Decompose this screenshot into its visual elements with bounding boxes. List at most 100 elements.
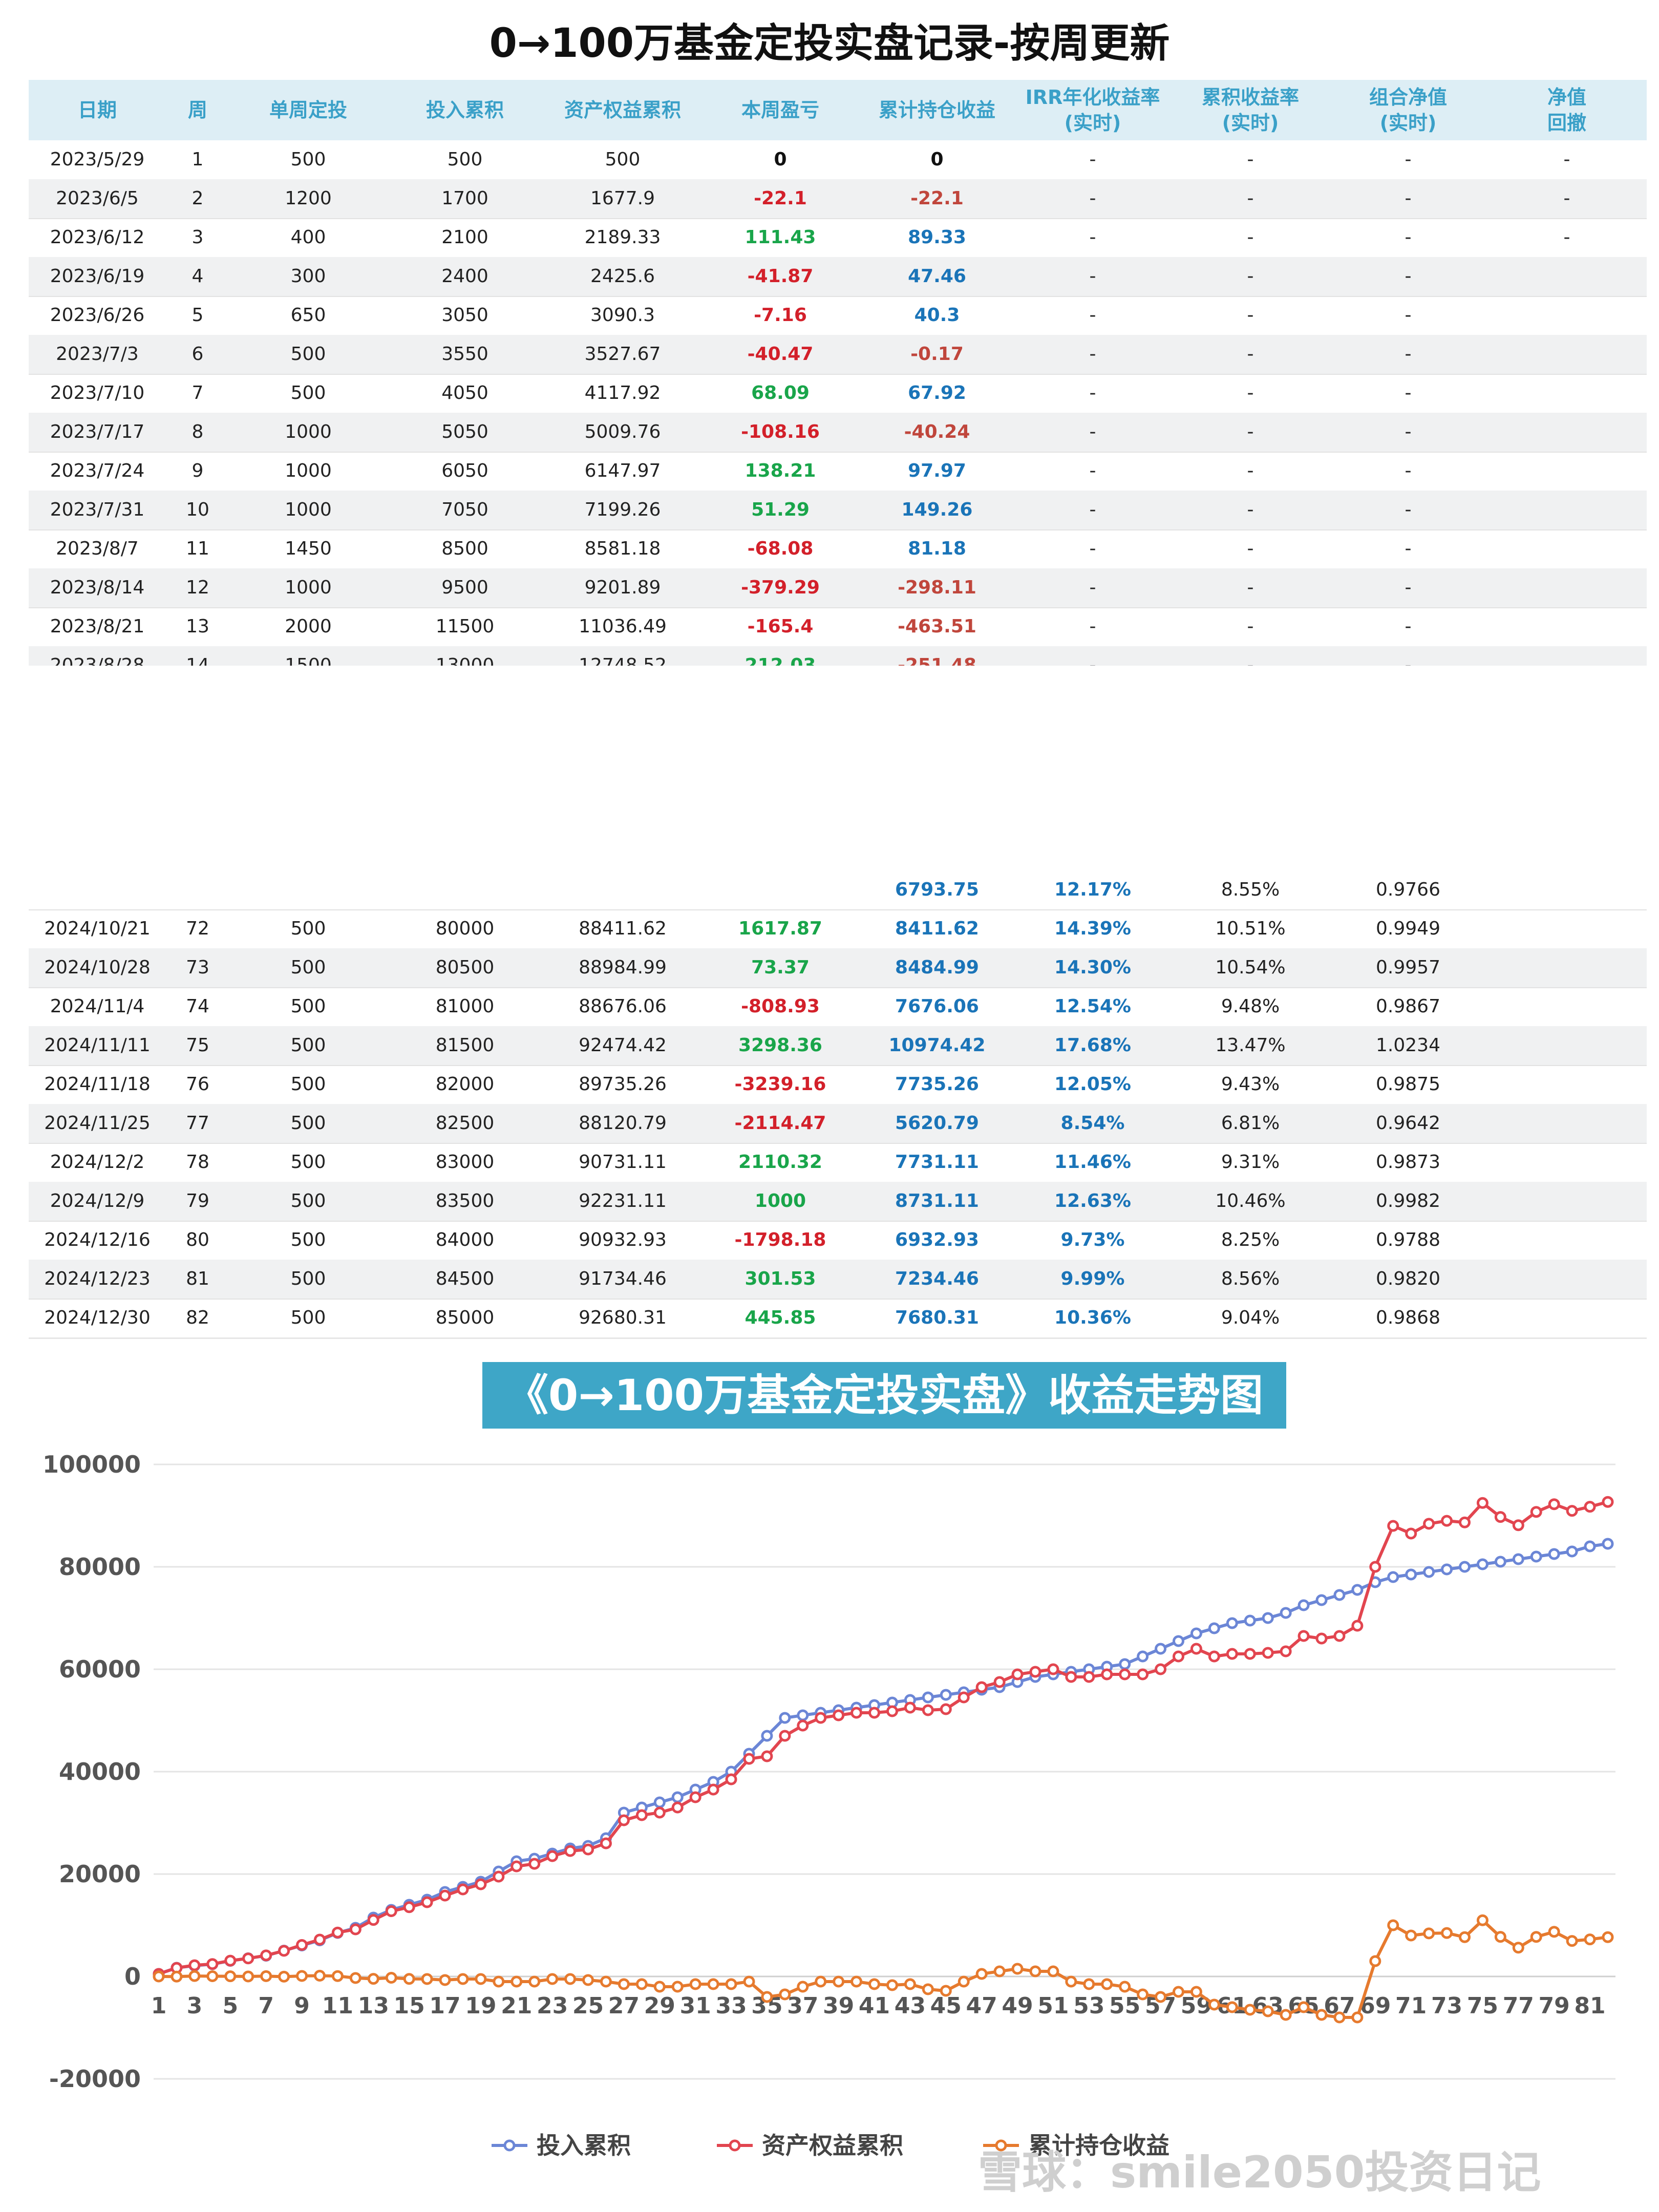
cell-date: 2024/12/16 <box>44 1229 151 1250</box>
header-date: 日期 <box>20 80 174 140</box>
cell-drawdown <box>1490 452 1644 491</box>
data-point-assets <box>1530 1506 1542 1518</box>
data-point-assets <box>1065 1671 1077 1683</box>
data-point-profit <box>1351 2011 1364 2024</box>
cell-week: 74 <box>186 996 209 1017</box>
cell-week-pnl: 68.09 <box>751 382 810 403</box>
cell-week-pnl: 2110.32 <box>738 1152 822 1173</box>
data-point-assets <box>761 1750 773 1762</box>
cell-cum-profit: -463.51 <box>898 616 976 637</box>
table-row: 2024/12/23 81 500 84500 91734.46 301.53 7234.4… <box>29 1260 1647 1300</box>
cell-week-pnl: -7.16 <box>754 305 807 326</box>
data-point-profit <box>1512 1942 1524 1954</box>
data-point-assets <box>975 1681 988 1693</box>
header-label: 累积收益率 <box>1201 86 1299 109</box>
cell-nav: - <box>1405 382 1412 403</box>
cell-week: 79 <box>186 1190 209 1211</box>
data-point-assets <box>224 1954 237 1967</box>
data-point-assets <box>1351 1620 1364 1632</box>
cell-cum-rate: - <box>1247 227 1254 248</box>
data-point-profit <box>278 1970 290 1983</box>
y-tick-label: 100000 <box>42 1451 141 1478</box>
y-tick-label: 0 <box>124 1963 141 1990</box>
cell-cum-profit: 97.97 <box>908 460 966 481</box>
cell-cum-profit: -22.1 <box>910 188 964 209</box>
data-point-assets <box>1101 1668 1113 1681</box>
cell-irr: - <box>1089 149 1096 170</box>
data-point-assets <box>457 1883 469 1896</box>
data-point-invest <box>761 1730 773 1742</box>
data-point-assets <box>815 1712 827 1724</box>
data-point-profit <box>313 1970 326 1982</box>
cell-week-pnl: -1798.18 <box>734 1229 826 1250</box>
cell-cum-rate: 9.31% <box>1221 1152 1280 1173</box>
table-row: 2023/6/26 5 650 3050 3090.3 -7.16 40.3 - - - <box>29 296 1647 336</box>
cell-week-pnl: -3239.16 <box>734 1074 826 1095</box>
data-point-profit <box>421 1973 433 1985</box>
cell-date: 2023/6/19 <box>50 266 145 287</box>
data-point-assets <box>618 1814 630 1826</box>
cell-cum-profit: 81.18 <box>908 538 966 559</box>
cell-irr: 12.63% <box>1054 1190 1131 1211</box>
data-point-invest <box>922 1691 934 1704</box>
cell-week: 8 <box>192 421 204 442</box>
data-point-profit <box>993 1965 1006 1977</box>
cell-cum-rate: - <box>1247 344 1254 365</box>
data-point-invest <box>1441 1563 1453 1576</box>
x-tick-label: 15 <box>394 1993 425 2019</box>
data-point-invest <box>779 1712 791 1724</box>
cell-week: 80 <box>186 1229 209 1250</box>
cell-drawdown <box>1490 948 1644 987</box>
data-point-invest <box>1119 1658 1131 1670</box>
data-point-assets <box>1441 1515 1453 1527</box>
data-point-assets <box>1584 1501 1596 1513</box>
data-point-profit <box>815 1975 827 1988</box>
data-point-profit <box>546 1973 559 1985</box>
x-tick-label: 75 <box>1467 1993 1498 2019</box>
cell-cum-profit: 0 <box>930 149 944 170</box>
page-title: 0→100万基金定投实盘记录-按周更新 <box>489 20 1170 67</box>
x-tick-label: 55 <box>1109 1993 1140 2019</box>
cell-nav: 0.9957 <box>1376 957 1440 978</box>
cell-date: 2023/7/17 <box>50 421 145 442</box>
cell-week: 6 <box>192 344 204 365</box>
cell-nav: - <box>1405 149 1412 170</box>
cell-asset-total: 8581.18 <box>584 538 661 559</box>
cell-irr: - <box>1089 577 1096 598</box>
data-point-assets <box>1155 1663 1167 1675</box>
cell-date: 2023/7/24 <box>50 460 145 481</box>
cell-nav: - <box>1405 266 1412 287</box>
x-tick-label: 77 <box>1503 1993 1534 2019</box>
data-point-profit <box>904 1978 916 1990</box>
cell-cum-profit: -298.11 <box>898 577 976 598</box>
data-point-invest <box>1423 1566 1435 1578</box>
y-tick-label: 80000 <box>59 1553 141 1581</box>
data-point-profit <box>385 1972 397 1984</box>
header-label: 累计持仓收益 <box>878 99 995 121</box>
series-line-assets <box>158 1500 1608 1975</box>
header-week: 周 <box>121 80 274 140</box>
data-point-profit <box>582 1974 594 1986</box>
data-point-profit <box>1226 2001 1238 2013</box>
x-tick-label: 73 <box>1431 1993 1462 2019</box>
cell-invest-total: 9500 <box>441 577 488 598</box>
data-point-assets <box>313 1933 326 1946</box>
data-point-invest <box>1351 1584 1364 1596</box>
data-point-invest <box>1566 1545 1578 1558</box>
cell-week: 2 <box>192 188 204 209</box>
data-point-assets <box>1548 1498 1560 1511</box>
cell-drawdown <box>1490 491 1644 529</box>
header-asset-total: 资产权益累积 <box>546 80 699 140</box>
cell-weekly-invest: 400 <box>290 227 326 248</box>
data-point-profit <box>707 1978 719 1990</box>
data-point-assets <box>1280 1645 1292 1657</box>
cell-drawdown <box>1490 529 1644 568</box>
cell-cum-rate: 10.51% <box>1215 918 1286 939</box>
data-point-profit <box>242 1970 254 1983</box>
data-point-profit <box>457 1973 469 1985</box>
data-point-invest <box>671 1791 684 1803</box>
data-point-invest <box>1476 1558 1488 1570</box>
data-point-assets <box>511 1860 523 1873</box>
header-label: 周 <box>187 99 207 121</box>
